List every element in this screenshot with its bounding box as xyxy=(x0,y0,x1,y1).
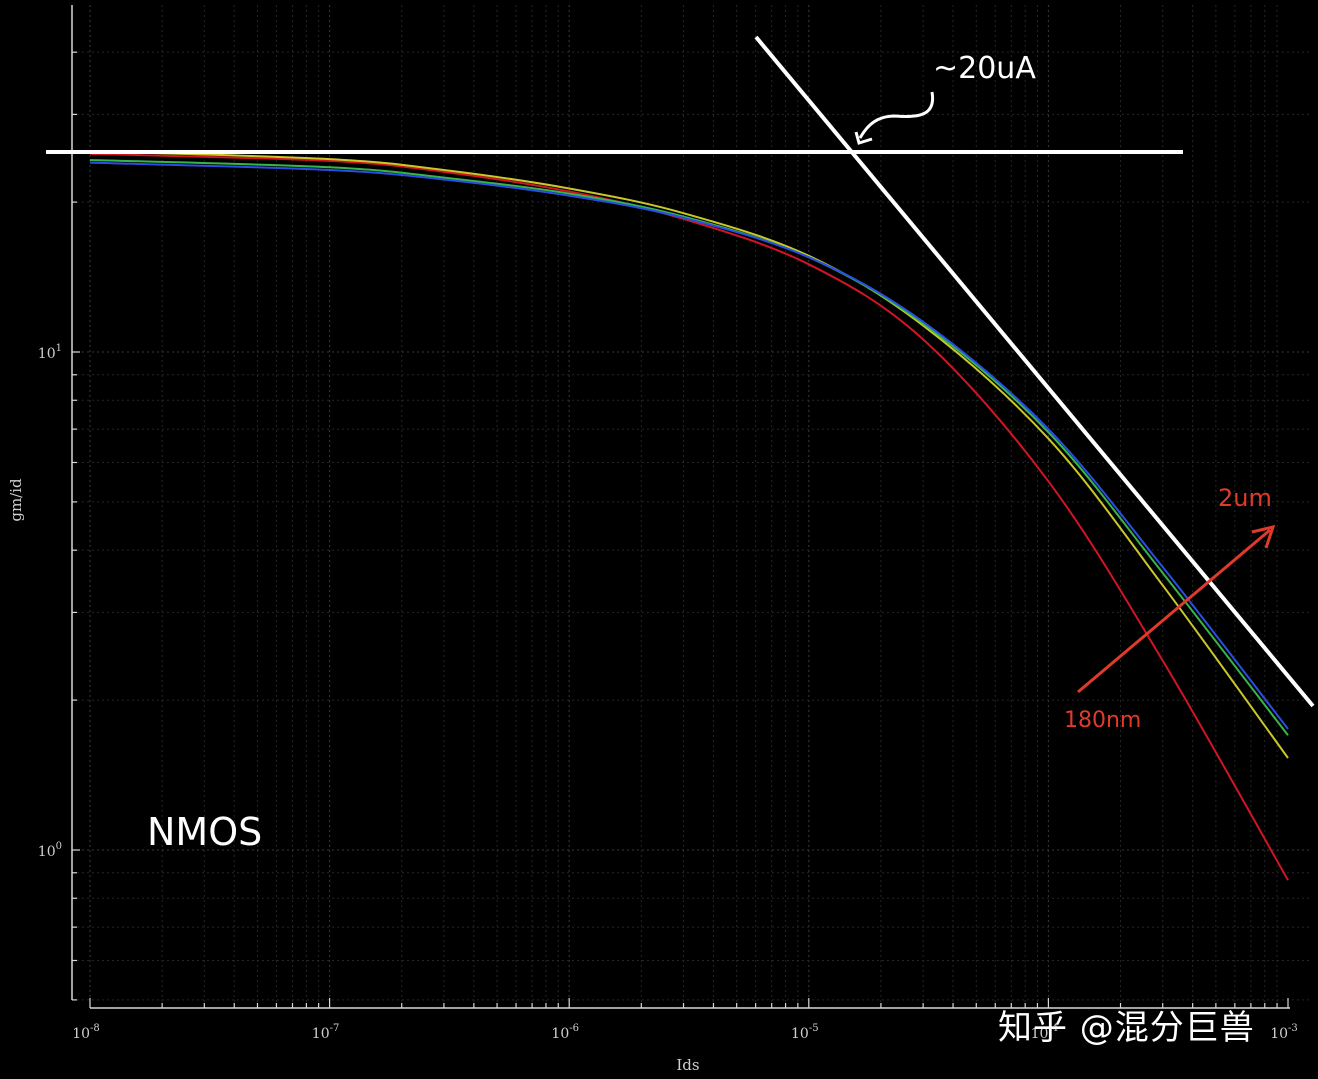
series-group xyxy=(89,150,1289,881)
pointer-arrow-curve xyxy=(858,91,935,139)
x-tick-label: 10-5 xyxy=(791,1023,819,1042)
x-axis-title: Ids xyxy=(676,1056,699,1074)
length-arrow-head xyxy=(1251,524,1276,549)
y-tick-label: 100 xyxy=(38,841,62,860)
x-tick-label: 10-6 xyxy=(551,1023,579,1042)
watermark: 知乎 @混分巨兽 xyxy=(998,1008,1255,1048)
y-axis-title: gm/id xyxy=(7,478,25,522)
x-tick-label: 10-7 xyxy=(312,1023,340,1042)
grid xyxy=(72,5,1310,1005)
x-tick-label: 10-8 xyxy=(72,1023,100,1042)
x-tick-label: 10-3 xyxy=(1270,1023,1298,1042)
pointer-arrow-head xyxy=(854,131,873,145)
device-label: NMOS xyxy=(147,810,262,854)
series-line-3 xyxy=(89,158,1289,736)
x-tick-label: 10-4 xyxy=(1031,1023,1059,1042)
slope-asymptote-line xyxy=(754,35,1315,708)
y-ticks: 100 101 xyxy=(38,51,80,1001)
series-line-4 xyxy=(89,161,1289,730)
large-length-label: 2um xyxy=(1218,484,1272,512)
x-ticks: 10-8 10-7 10-6 10-5 10-4 10-3 xyxy=(72,998,1298,1042)
current-annotation: ~20uA xyxy=(933,51,1036,86)
small-length-label: 180nm xyxy=(1064,708,1141,733)
series-line-2 xyxy=(89,150,1289,759)
length-arrow-line xyxy=(1077,528,1271,694)
y-tick-label: 101 xyxy=(38,343,62,362)
series-line-1 xyxy=(89,152,1289,881)
